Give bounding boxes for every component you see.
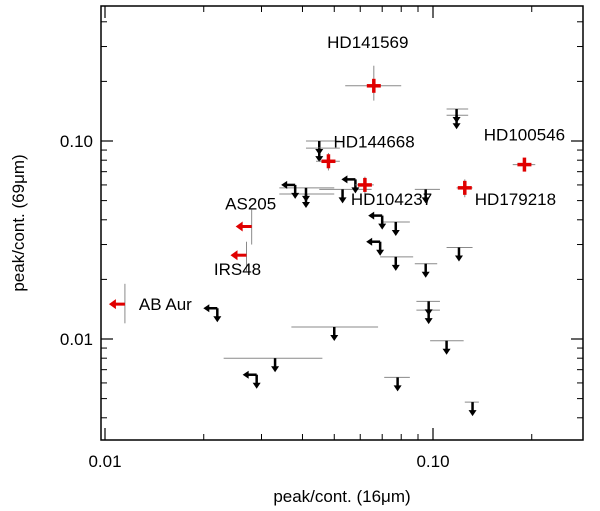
upper-limit-point [319,188,372,204]
source-label: AB Aur [139,295,192,314]
upper-limit-point [416,300,440,316]
double-upper-limit-point [242,370,261,389]
axes: 0.01 0.10 0.01 0.10 [60,6,583,471]
x-upper-limit-point [230,241,247,272]
double-upper-limit-point [368,211,387,230]
y-axis-label: peak/cont. (69μm) [9,154,28,291]
detection-point [345,65,402,101]
upper-limit-point [279,187,335,202]
data-points [108,65,536,417]
source-label: HD179218 [475,190,556,209]
y-tick-label: 0.10 [60,132,93,151]
source-label: HD144668 [333,132,414,151]
double-upper-limit-point [366,237,385,256]
source-label: HD100546 [484,126,565,145]
y-tick-label: 0.01 [60,330,93,349]
upper-limit-point [414,188,440,204]
x-tick-label: 0.01 [88,452,121,471]
detection-point [355,176,374,194]
x-axis-label: peak/cont. (16μm) [273,487,410,506]
detection-point [316,152,340,171]
point-labels: HD141569 HD100546 HD144668 HD104237 HD179218… [139,33,565,314]
source-label: IRS48 [214,260,261,279]
double-upper-limit-point [341,175,360,194]
double-upper-limit-point [203,304,222,323]
upper-limit-point [305,147,340,163]
double-upper-limit-point [281,180,300,199]
x-upper-limit-point [108,283,126,324]
upper-limit-point [446,246,473,262]
source-label: HD104237 [351,190,432,209]
upper-limit-point [380,256,414,271]
plot-frame [100,5,584,441]
upper-limit-point [414,263,438,278]
source-label: AS205 [225,194,276,213]
upper-limit-point [446,108,469,124]
upper-limit-point [382,221,410,236]
upper-limit-point [430,340,464,355]
upper-limit-point [291,326,379,341]
upper-limit-point [384,376,410,392]
x-upper-limit-point [235,209,253,245]
upper-limit-point [223,357,323,373]
source-label: HD141569 [327,33,408,52]
upper-limit-point [464,401,479,417]
x-tick-label: 0.10 [416,452,449,471]
detection-point [512,157,536,172]
detection-point [456,179,473,198]
